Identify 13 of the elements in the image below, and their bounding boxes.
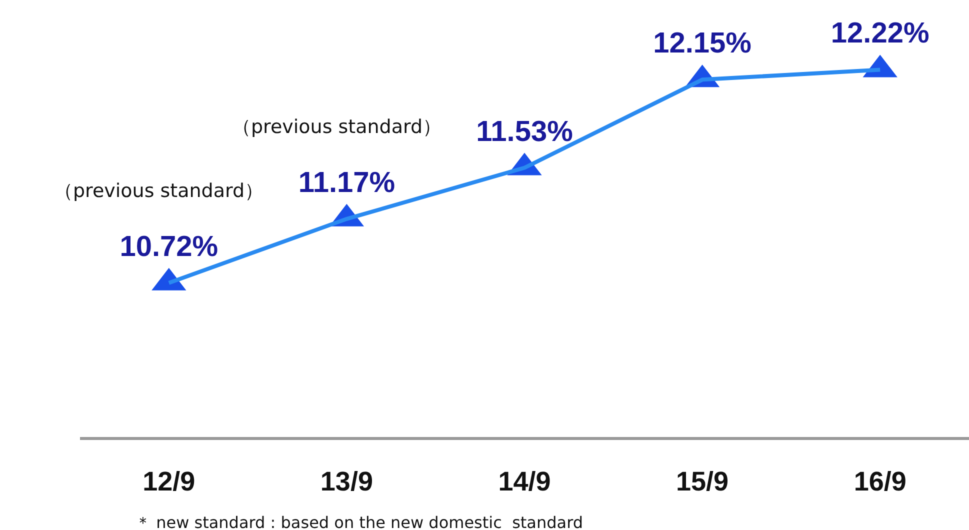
- text: ＊ new standard : based on the new domestic standard: [135, 513, 584, 530]
- data-label: 12.15%: [653, 28, 752, 60]
- data-label: 12.22%: [830, 18, 930, 50]
- x-tick-label: 13/9: [320, 466, 373, 496]
- annotation: （previous standard）: [232, 116, 442, 138]
- x-tick-label: 16/9: [854, 466, 906, 496]
- data-label: 10.72%: [120, 230, 218, 263]
- x-tick-label: 14/9: [498, 466, 551, 496]
- x-tick-label: 15/9: [676, 466, 729, 496]
- data-label: 11.53%: [476, 116, 574, 148]
- data-label: 11.17%: [298, 166, 396, 199]
- annotation: （previous standard）: [54, 180, 264, 202]
- x-tick-label: 12/9: [142, 466, 196, 496]
